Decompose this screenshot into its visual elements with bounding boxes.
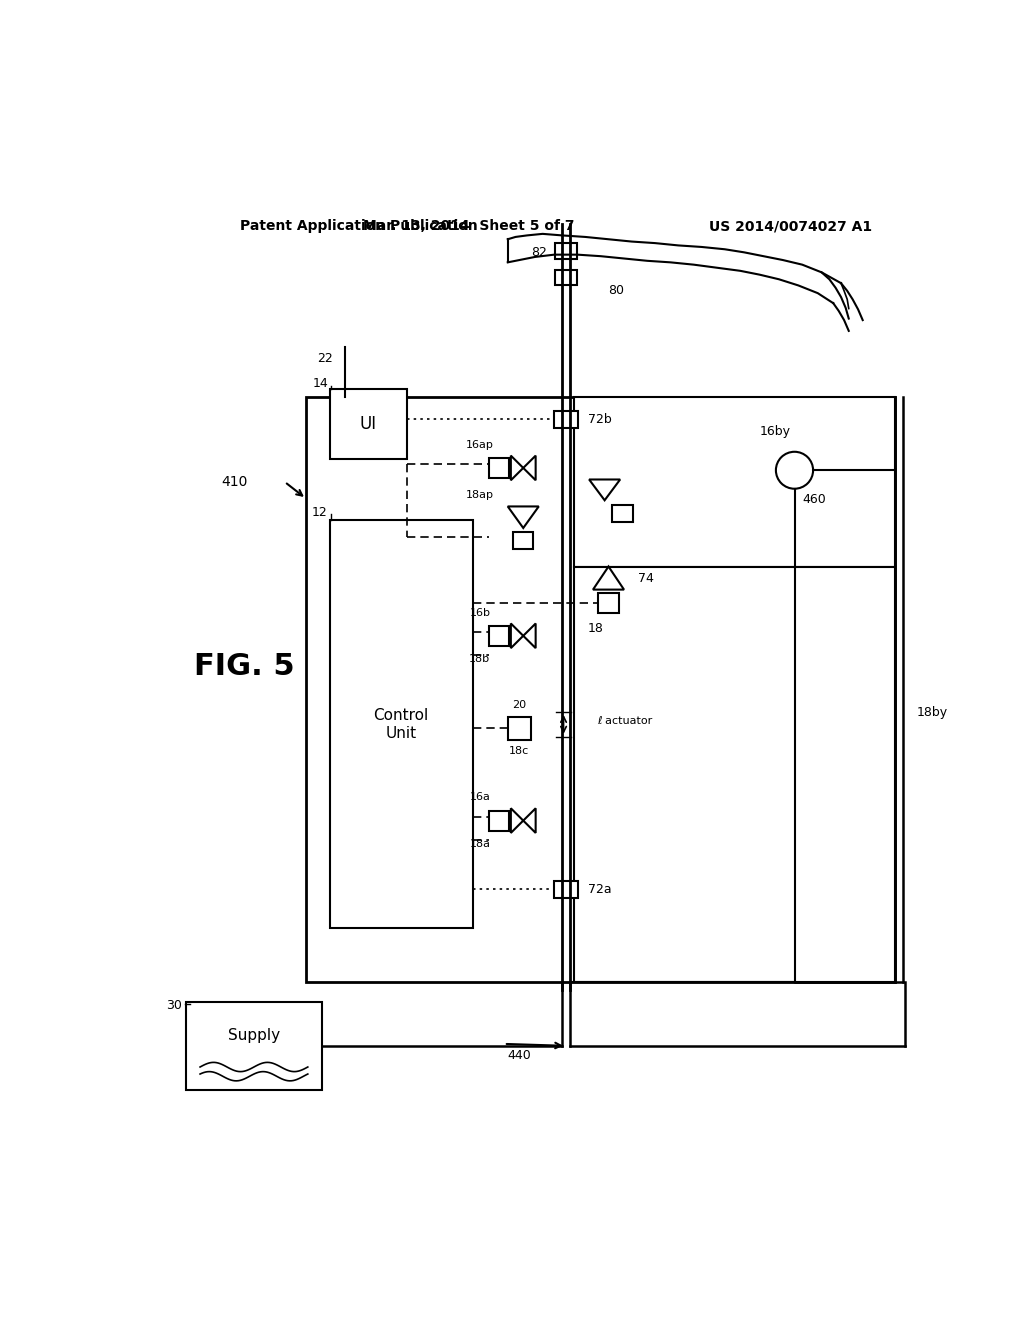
Polygon shape [523, 455, 536, 480]
Text: 80: 80 [608, 284, 625, 297]
Text: ℓ actuator: ℓ actuator [597, 715, 652, 726]
Text: 72b: 72b [588, 413, 611, 426]
Bar [489, 626, 509, 645]
Bar [330, 520, 473, 928]
Polygon shape [523, 623, 536, 648]
Text: 12: 12 [311, 506, 328, 519]
Text: Control
Unit: Control Unit [374, 708, 429, 741]
Text: 18b: 18b [469, 653, 490, 664]
Text: 72a: 72a [588, 883, 611, 896]
Text: 16ap: 16ap [466, 440, 494, 450]
Bar [489, 458, 509, 478]
Polygon shape [523, 808, 536, 833]
Text: 18by: 18by [916, 706, 948, 719]
Text: 30: 30 [166, 999, 181, 1012]
Polygon shape [589, 479, 621, 500]
Bar [306, 397, 895, 982]
Polygon shape [511, 455, 523, 480]
Bar [489, 810, 509, 830]
Text: 16by: 16by [760, 425, 791, 438]
Text: Supply: Supply [228, 1028, 280, 1043]
Text: 74: 74 [638, 572, 654, 585]
Text: 18c: 18c [509, 746, 529, 756]
Bar [555, 271, 577, 285]
Text: 410: 410 [222, 475, 248, 488]
Text: 16a: 16a [469, 792, 490, 803]
Bar [554, 411, 578, 428]
Text: 18: 18 [588, 622, 603, 635]
Bar [612, 506, 633, 521]
Bar [555, 243, 577, 259]
Text: 22: 22 [316, 352, 333, 366]
Text: 18a: 18a [469, 838, 490, 849]
Text: FIG. 5: FIG. 5 [194, 652, 295, 681]
Text: Mar. 13, 2014  Sheet 5 of 7: Mar. 13, 2014 Sheet 5 of 7 [364, 219, 574, 234]
Text: UI: UI [359, 414, 377, 433]
Bar [508, 717, 531, 739]
Text: 16b: 16b [469, 607, 490, 618]
Bar [598, 593, 618, 612]
Text: 14: 14 [312, 376, 328, 389]
Bar [513, 532, 534, 549]
Text: 18ap: 18ap [466, 490, 494, 500]
Text: 440: 440 [508, 1049, 531, 1063]
Text: 20: 20 [512, 700, 526, 710]
Bar [573, 397, 895, 566]
Polygon shape [511, 623, 523, 648]
Bar [330, 389, 407, 459]
Text: 82: 82 [530, 246, 547, 259]
Polygon shape [508, 507, 539, 528]
Bar [554, 880, 578, 898]
Text: US 2014/0074027 A1: US 2014/0074027 A1 [710, 219, 872, 234]
Text: 460: 460 [802, 492, 826, 506]
Polygon shape [511, 808, 523, 833]
Bar [186, 1002, 322, 1090]
Text: Patent Application Publication: Patent Application Publication [241, 219, 478, 234]
Bar [573, 566, 895, 982]
Polygon shape [593, 566, 624, 590]
